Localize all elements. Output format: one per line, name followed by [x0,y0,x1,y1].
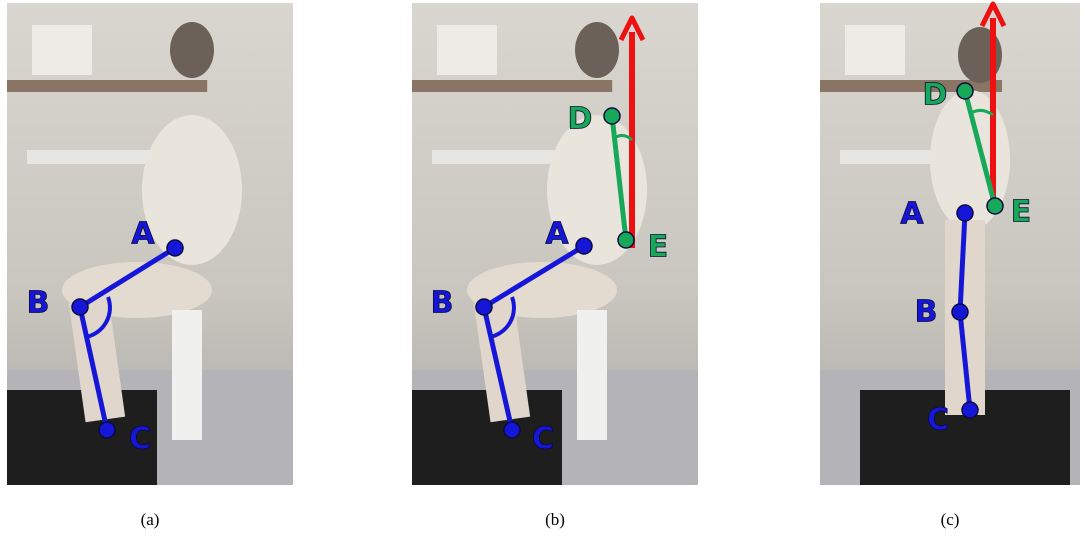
monitor [437,25,497,75]
point-label: B [431,286,454,321]
desk [7,80,208,92]
segment [481,304,515,433]
torso [142,115,242,265]
joint-marker [986,197,1004,215]
point-label: E [1011,195,1032,230]
joint-marker [617,231,635,249]
desk [412,80,613,92]
point-label: C [927,403,949,438]
segment [481,243,587,310]
joint-marker [503,421,521,439]
segment [77,245,178,310]
panel: A B C (a) [7,3,293,529]
caption: (b) [545,510,565,529]
arrow-head [618,15,646,42]
point-label: C [532,422,554,457]
panel: A B C D E (b) [412,3,698,529]
monitor [32,25,92,75]
point-label: E [648,230,669,265]
segment [957,210,968,315]
point-label: D [923,78,948,113]
caption: (a) [141,510,160,529]
point-label: D [568,102,593,137]
caption: (c) [941,510,960,529]
joint-marker [956,204,974,222]
segment [957,309,973,413]
point-label: B [27,286,50,321]
joint-marker [475,298,493,316]
trunk-segment [962,88,998,209]
angle-mark [970,108,994,117]
joint-marker [951,303,969,321]
joint-marker [71,298,89,316]
point-label: A [131,217,155,252]
joint-marker [956,82,974,100]
mat [412,390,562,485]
stool [577,310,607,440]
angle-arc [489,296,516,339]
point-label: A [545,217,569,252]
angle-mark [613,133,634,142]
angle-arc [85,296,112,339]
point-label: C [129,422,151,457]
head [575,22,619,78]
segment [77,304,110,433]
stool [172,310,202,440]
mat [7,390,157,485]
point-label: B [915,295,938,330]
point-label: A [900,197,924,232]
arrow-head [979,1,1007,28]
joint-marker [166,239,184,257]
panel: A B C D E (c) [820,1,1080,529]
joint-marker [603,107,621,125]
head [170,22,214,78]
torso [547,115,647,265]
monitor [845,25,905,75]
joint-marker [575,237,593,255]
joint-marker [961,401,979,419]
joint-marker [98,421,116,439]
